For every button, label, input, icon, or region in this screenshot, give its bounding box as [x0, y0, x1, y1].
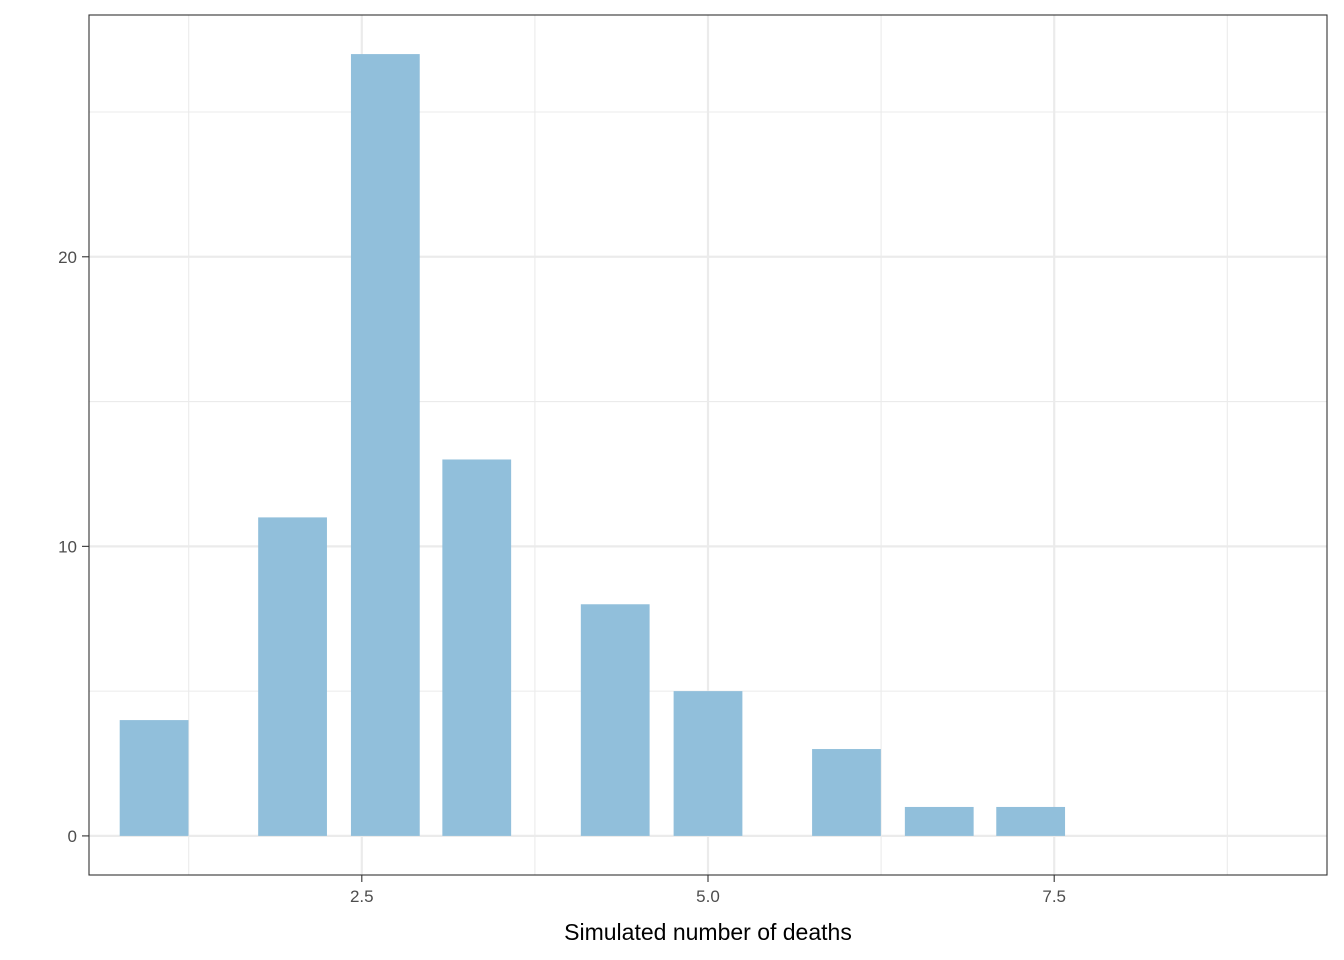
- histogram-bar: [904, 806, 974, 836]
- histogram-bar: [580, 604, 650, 836]
- y-axis: 0 10 20: [58, 248, 89, 846]
- histogram-bar: [673, 691, 743, 836]
- histogram-bar: [996, 806, 1066, 836]
- y-tick-label: 10: [58, 537, 77, 556]
- x-axis-title: Simulated number of deaths: [564, 919, 852, 945]
- histogram-bar: [258, 517, 327, 836]
- x-axis: 2.5 5.0 7.5: [350, 875, 1066, 906]
- x-tick-label: 2.5: [350, 887, 374, 906]
- histogram-bar: [119, 720, 189, 836]
- histogram-bar: [442, 459, 512, 836]
- y-tick-label: 20: [58, 248, 77, 267]
- x-tick-label: 5.0: [696, 887, 720, 906]
- bars: [119, 54, 1066, 836]
- x-tick-label: 7.5: [1042, 887, 1066, 906]
- histogram-bar: [350, 54, 420, 836]
- y-tick-label: 0: [68, 827, 77, 846]
- histogram-bar: [812, 749, 881, 836]
